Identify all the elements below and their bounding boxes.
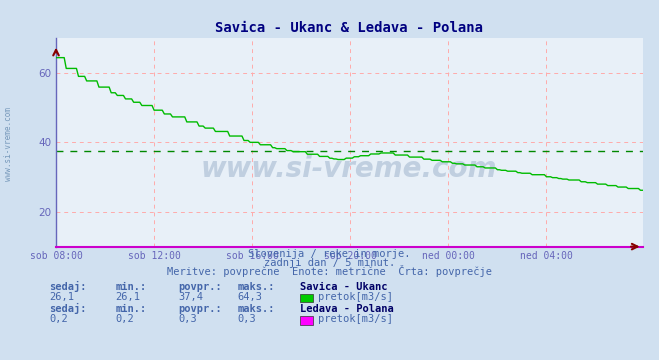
Text: zadnji dan / 5 minut.: zadnji dan / 5 minut. bbox=[264, 258, 395, 269]
Text: sedaj:: sedaj: bbox=[49, 303, 87, 315]
Text: Savica - Ukanc: Savica - Ukanc bbox=[300, 282, 387, 292]
Text: Ledava - Polana: Ledava - Polana bbox=[300, 305, 393, 315]
Text: www.si-vreme.com: www.si-vreme.com bbox=[4, 107, 13, 181]
Text: 37,4: 37,4 bbox=[178, 292, 203, 302]
Text: min.:: min.: bbox=[115, 282, 146, 292]
Text: maks.:: maks.: bbox=[237, 305, 275, 315]
Text: 26,1: 26,1 bbox=[115, 292, 140, 302]
Text: 26,1: 26,1 bbox=[49, 292, 74, 302]
Text: povpr.:: povpr.: bbox=[178, 305, 221, 315]
Text: maks.:: maks.: bbox=[237, 282, 275, 292]
Text: 0,3: 0,3 bbox=[178, 314, 196, 324]
Text: 0,2: 0,2 bbox=[115, 314, 134, 324]
Text: pretok[m3/s]: pretok[m3/s] bbox=[318, 314, 393, 324]
Title: Savica - Ukanc & Ledava - Polana: Savica - Ukanc & Ledava - Polana bbox=[215, 21, 483, 35]
Text: sedaj:: sedaj: bbox=[49, 281, 87, 292]
Text: 0,2: 0,2 bbox=[49, 314, 68, 324]
Text: 0,3: 0,3 bbox=[237, 314, 256, 324]
Text: Meritve: povprečne  Enote: metrične  Črta: povprečje: Meritve: povprečne Enote: metrične Črta:… bbox=[167, 265, 492, 278]
Text: Slovenija / reke in morje.: Slovenija / reke in morje. bbox=[248, 249, 411, 260]
Text: povpr.:: povpr.: bbox=[178, 282, 221, 292]
Text: pretok[m3/s]: pretok[m3/s] bbox=[318, 292, 393, 302]
Text: min.:: min.: bbox=[115, 305, 146, 315]
Text: www.si-vreme.com: www.si-vreme.com bbox=[201, 156, 498, 183]
Text: 64,3: 64,3 bbox=[237, 292, 262, 302]
